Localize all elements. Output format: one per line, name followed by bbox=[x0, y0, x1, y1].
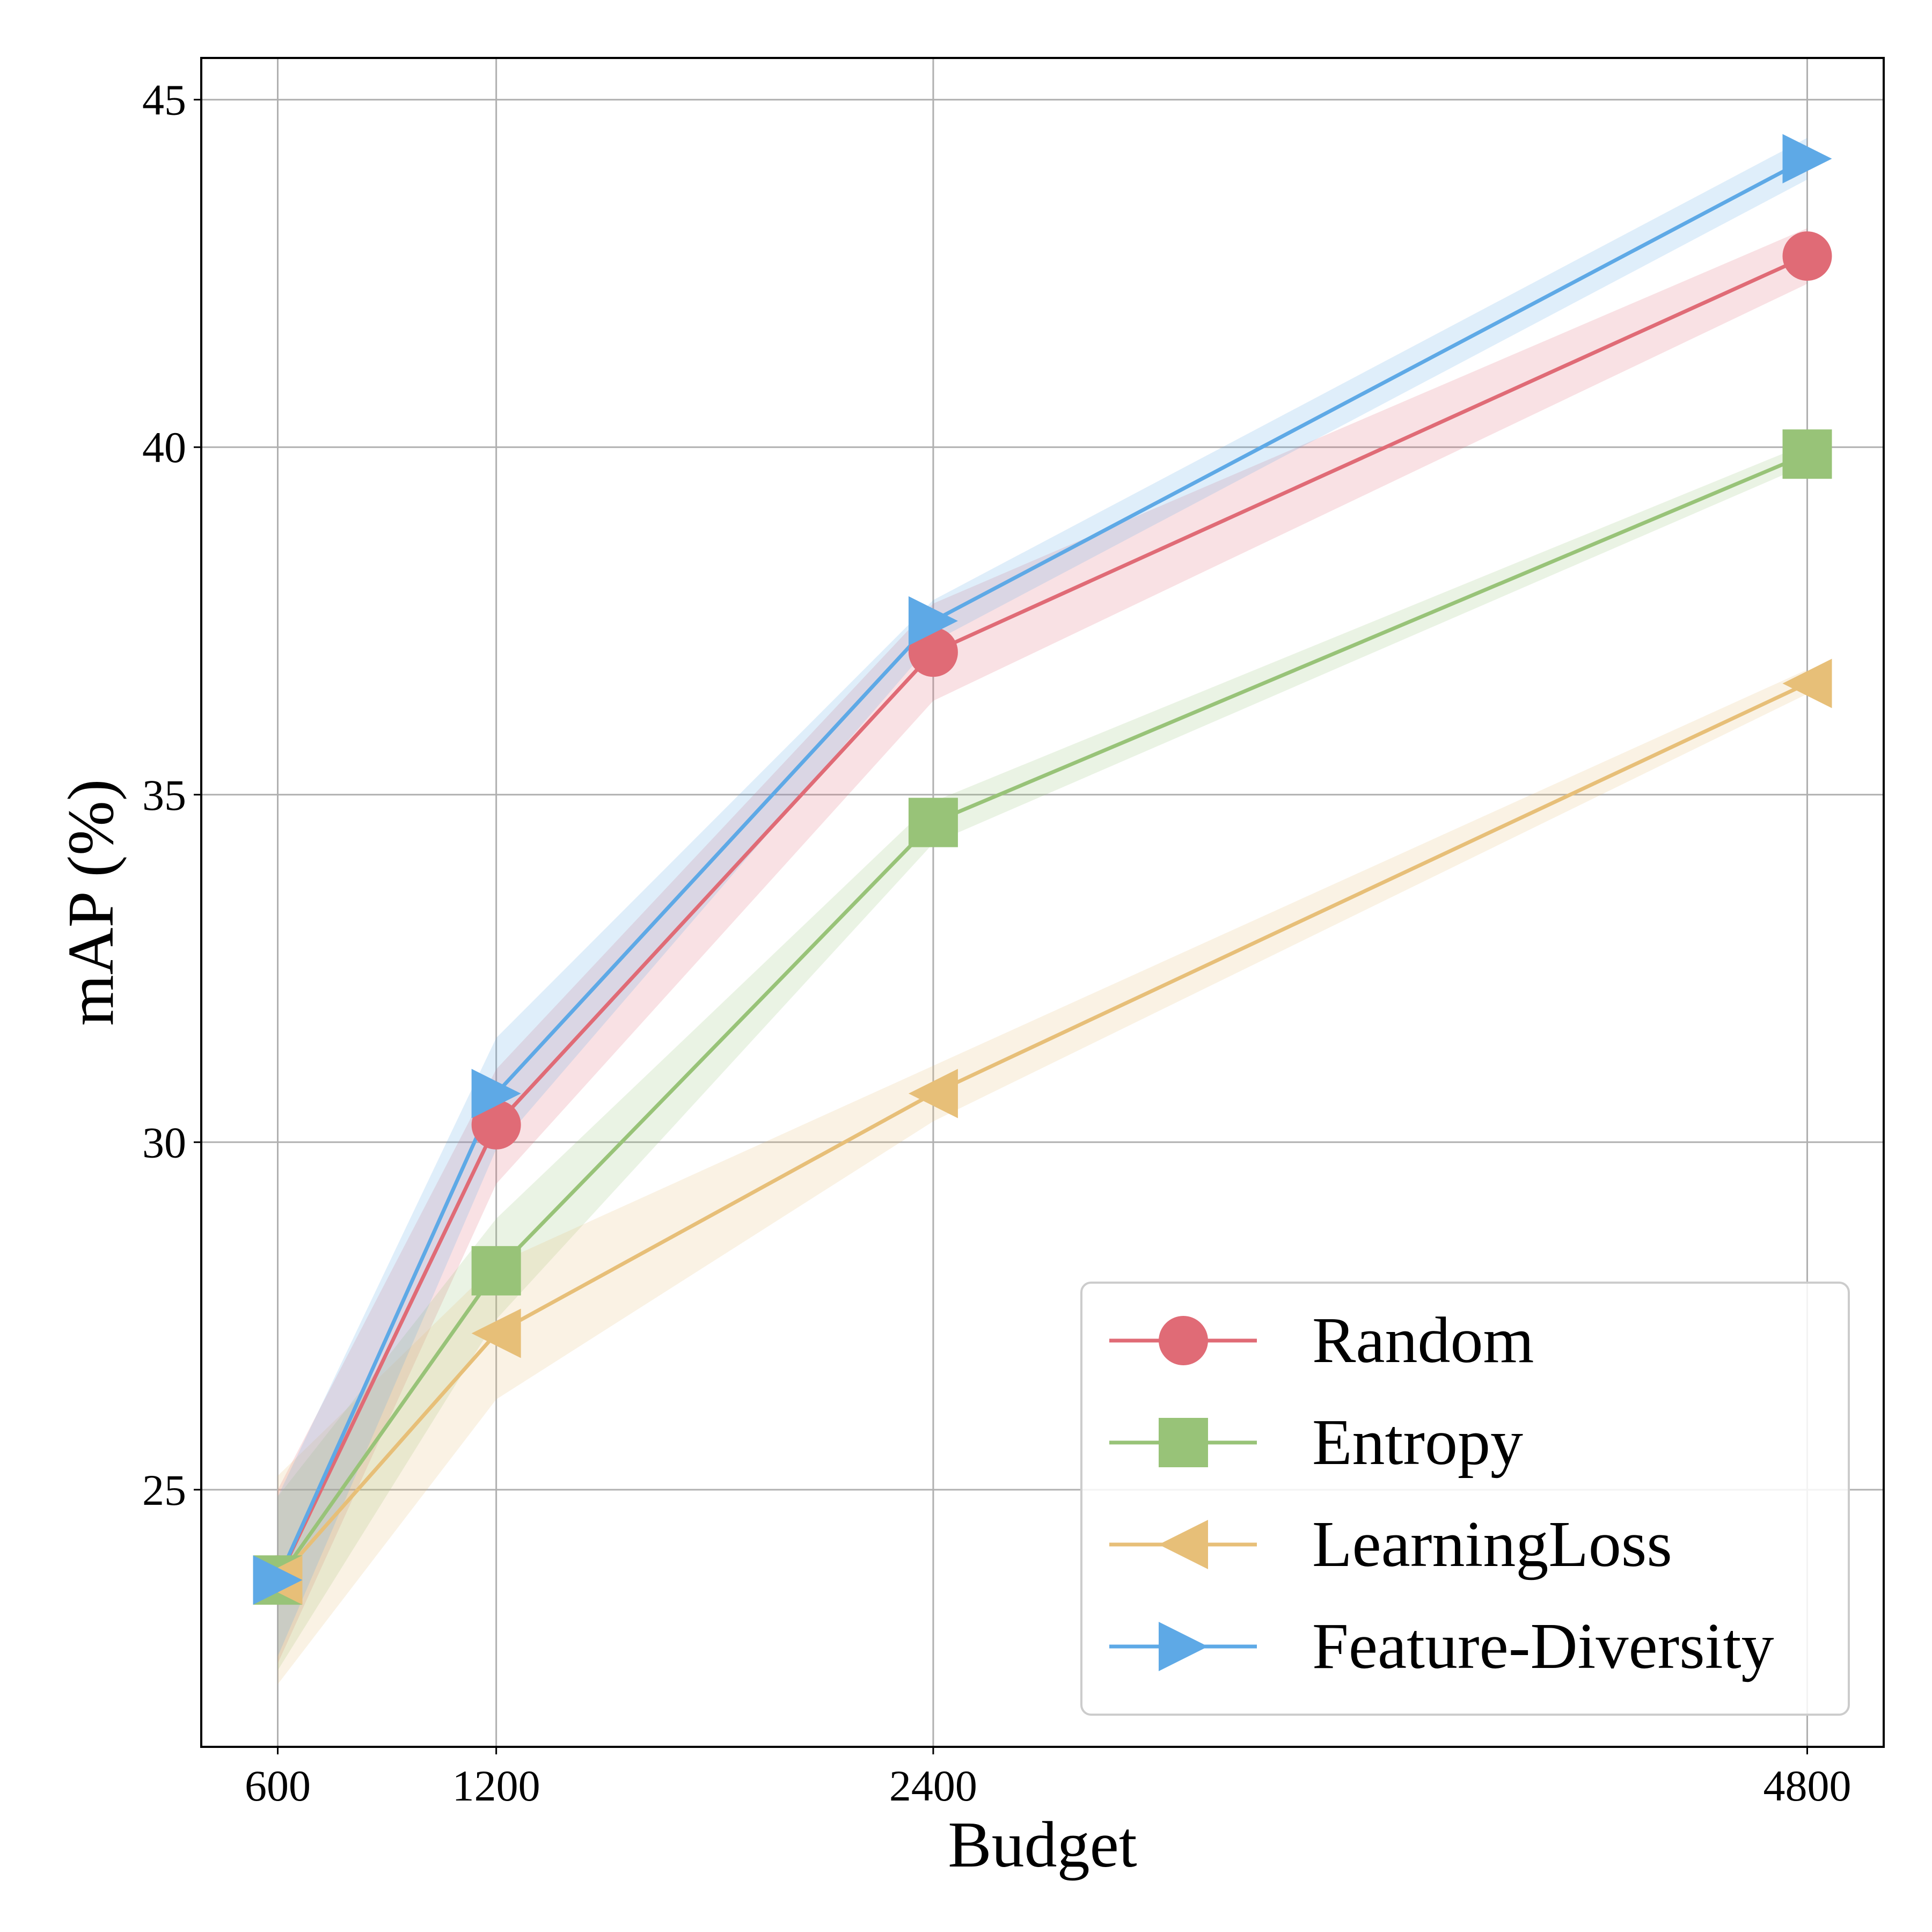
random-line bbox=[276, 254, 1808, 1581]
legend-label-feature-diversity: Feature-Diversity bbox=[1312, 1610, 1774, 1682]
learningloss-point bbox=[1782, 658, 1832, 708]
axis-ticks: 600 1200 2400 4800 25 30 35 40 45 bbox=[142, 76, 1851, 1810]
random-point bbox=[908, 627, 958, 677]
legend: Random Entropy LearningLoss Feature-Diversi… bbox=[1080, 1282, 1850, 1716]
feature-diversity-line bbox=[276, 157, 1809, 1581]
y-tick-label: 35 bbox=[142, 771, 186, 819]
x-tick-label: 4800 bbox=[1763, 1761, 1851, 1810]
x-axis-title: Budget bbox=[948, 1809, 1137, 1881]
legend-marker-learningloss bbox=[1159, 1520, 1208, 1569]
y-tick-label: 25 bbox=[142, 1466, 186, 1514]
y-tick-label: 30 bbox=[142, 1118, 186, 1167]
x-tick-label: 600 bbox=[245, 1761, 311, 1810]
y-axis-title: mAP (%) bbox=[55, 779, 127, 1026]
legend-label-entropy: Entropy bbox=[1312, 1406, 1523, 1479]
legend-marker-random bbox=[1159, 1316, 1208, 1365]
y-tick-label: 45 bbox=[142, 76, 186, 125]
feature-diversity-point bbox=[908, 596, 958, 646]
random-point bbox=[471, 1100, 521, 1150]
entropy-line bbox=[276, 452, 1808, 1582]
series-lines bbox=[276, 157, 1809, 1582]
feature-diversity-point bbox=[253, 1555, 303, 1605]
series-markers bbox=[253, 134, 1832, 1605]
feature-diversity-point bbox=[471, 1069, 521, 1118]
entropy-point bbox=[908, 797, 958, 847]
entropy-point bbox=[471, 1246, 521, 1296]
entropy-point bbox=[1782, 429, 1832, 479]
legend-marker-entropy bbox=[1159, 1418, 1208, 1467]
legend-label-random: Random bbox=[1312, 1304, 1534, 1377]
legend-label-learningloss: LearningLoss bbox=[1312, 1508, 1672, 1580]
y-tick-label: 40 bbox=[142, 423, 186, 472]
random-point bbox=[1782, 231, 1832, 281]
grid bbox=[201, 58, 1884, 1747]
learningloss-point bbox=[908, 1069, 958, 1118]
x-tick-label: 2400 bbox=[889, 1761, 977, 1810]
x-tick-label: 1200 bbox=[452, 1761, 540, 1810]
legend-marker-feature-diversity bbox=[1159, 1622, 1208, 1671]
learningloss-point bbox=[471, 1308, 521, 1358]
legend-box bbox=[1080, 1282, 1850, 1716]
feature-diversity-point bbox=[1782, 134, 1832, 184]
plot-frame bbox=[200, 57, 1885, 1748]
learningloss-line bbox=[276, 682, 1808, 1582]
